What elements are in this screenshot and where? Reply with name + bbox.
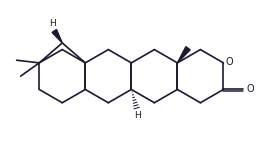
Text: O: O [226,56,233,67]
Polygon shape [177,47,190,63]
Polygon shape [52,29,62,43]
Text: H: H [50,19,56,28]
Text: H: H [135,111,141,120]
Text: O: O [247,84,254,95]
